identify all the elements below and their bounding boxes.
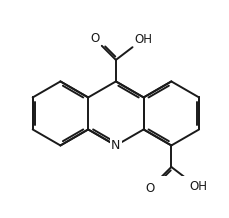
Text: N: N <box>111 139 120 152</box>
Text: OH: OH <box>188 181 207 193</box>
Text: OH: OH <box>133 34 151 46</box>
Text: O: O <box>145 182 154 195</box>
Text: O: O <box>90 32 99 45</box>
